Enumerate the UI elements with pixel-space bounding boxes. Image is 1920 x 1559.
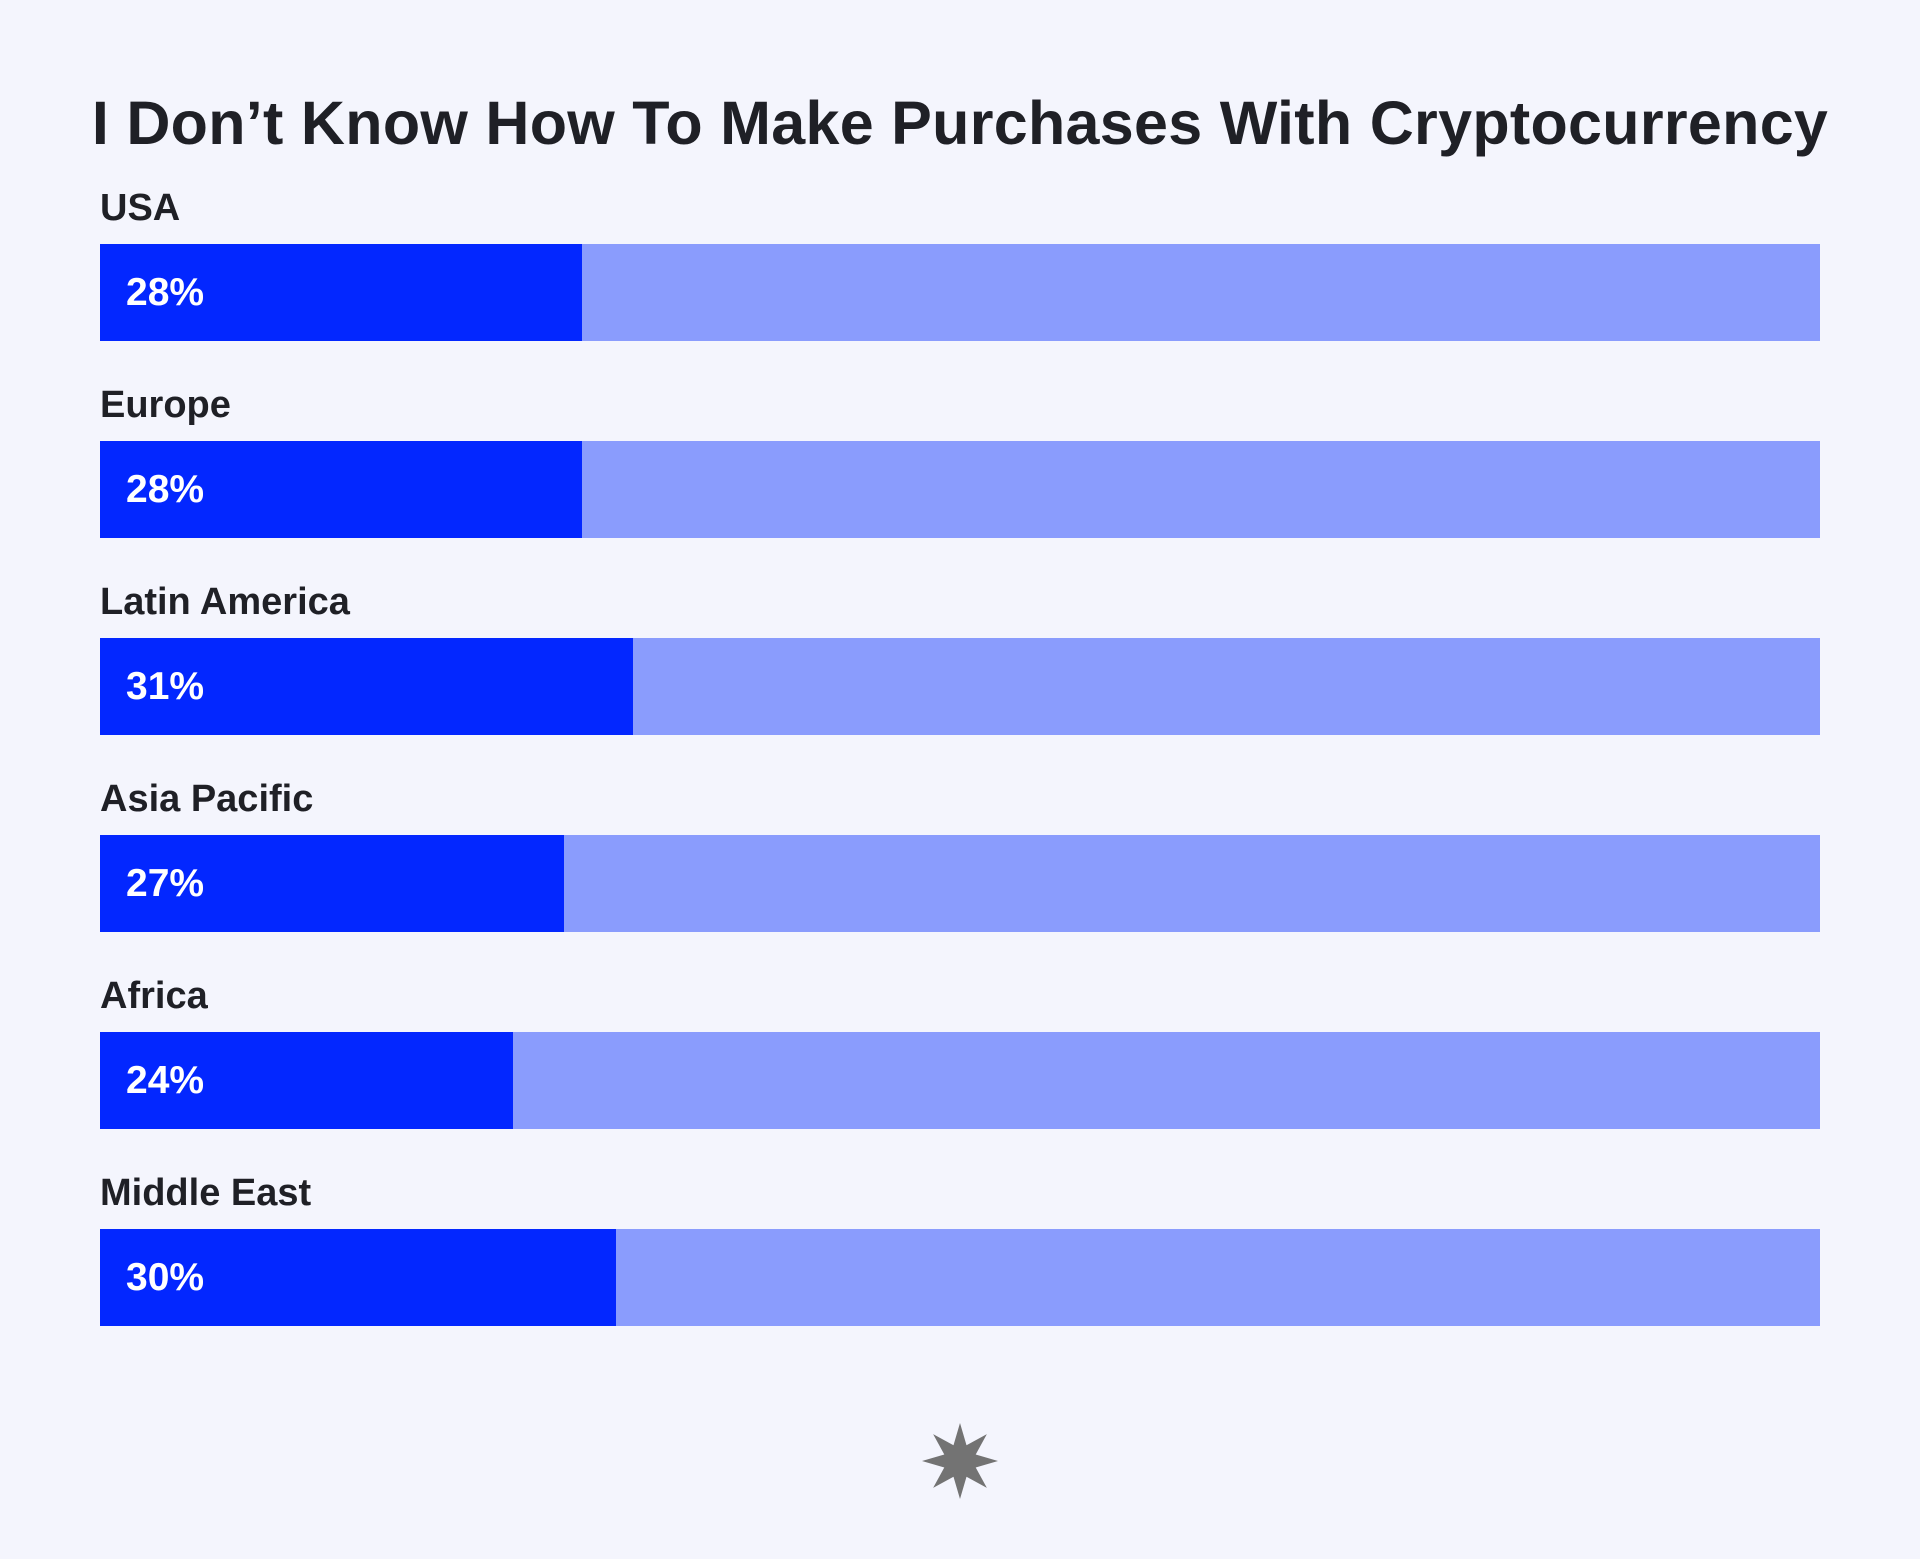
category-label: USA (100, 187, 181, 229)
bar-track: 24% (100, 1032, 1820, 1129)
bar-track: 27% (100, 835, 1820, 932)
bar-value-label: 31% (126, 665, 205, 708)
bar (100, 1032, 513, 1129)
eight-point-star-icon (922, 1423, 998, 1499)
bar-track: 31% (100, 638, 1820, 735)
category-label: Middle East (100, 1172, 312, 1214)
bar (100, 1229, 616, 1326)
bar (100, 441, 582, 538)
bar (100, 835, 564, 932)
bar-value-label: 28% (126, 271, 205, 314)
bar-value-label: 30% (126, 1256, 205, 1299)
category-label: Africa (100, 975, 208, 1017)
chart-title: I Don’t Know How To Make Purchases With … (91, 89, 1829, 157)
bar-value-label: 24% (126, 1059, 205, 1102)
category-label: Europe (100, 384, 231, 426)
bar-track: 30% (100, 1229, 1820, 1326)
category-label: Asia Pacific (100, 778, 314, 820)
bar-value-label: 28% (126, 468, 205, 511)
category-label: Latin America (100, 581, 350, 623)
bar-track: 28% (100, 441, 1820, 538)
bar-value-label: 27% (126, 862, 205, 905)
bar (100, 638, 633, 735)
bar (100, 244, 582, 341)
bar-track: 28% (100, 244, 1820, 341)
